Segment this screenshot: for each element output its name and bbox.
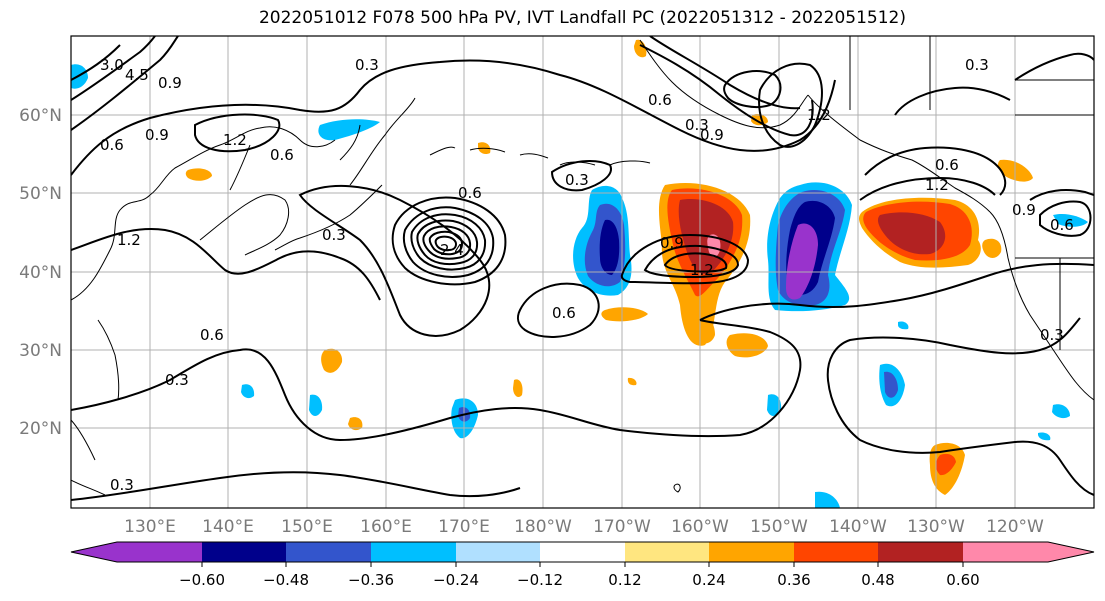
lon-label: 140°E — [202, 517, 254, 537]
colorbar-tick-label: 0.24 — [692, 571, 725, 589]
contour-label: 1.2 — [223, 131, 247, 149]
colorbar-tick-label: 0.36 — [777, 571, 810, 589]
colorbar-outline — [70, 541, 1095, 563]
contour-label: 0.3 — [110, 476, 134, 494]
lon-label: 120°W — [986, 517, 1044, 537]
colorbar-tick-label: 0.60 — [946, 571, 979, 589]
lon-label: 170°W — [593, 517, 651, 537]
colorbar-segment — [202, 542, 286, 562]
contour-label: 0.3 — [322, 226, 346, 244]
contour-label: 0.6 — [1050, 216, 1074, 234]
colorbar-segment — [540, 542, 625, 562]
contour-label: 0.9 — [158, 74, 182, 92]
lon-label: 150°W — [750, 517, 808, 537]
contour-label: 0.9 — [700, 126, 724, 144]
contour-label: 0.6 — [200, 326, 224, 344]
contour-label: 1.2 — [690, 261, 714, 279]
contour-label: 0.9 — [1012, 201, 1036, 219]
lon-label: 150°E — [281, 517, 333, 537]
lon-label: 160°E — [360, 517, 412, 537]
map-border — [70, 35, 1095, 509]
contour-label: 2.4 — [440, 241, 464, 259]
colorbar-segment — [117, 542, 202, 562]
contour-label: 0.3 — [685, 116, 709, 134]
contour-label: 0.9 — [145, 126, 169, 144]
lon-label: 130°W — [907, 517, 965, 537]
contour-label: 0.6 — [648, 91, 672, 109]
map-title: 2022051012 F078 500 hPa PV, IVT Landfall… — [258, 8, 906, 28]
colorbar: −0.60 −0.48 −0.36 −0.24 −0.12 0.12 0.24 … — [70, 541, 1095, 589]
lat-label: 40°N — [19, 263, 62, 283]
colorbar-segment — [709, 542, 794, 562]
colorbar-segment — [878, 542, 963, 562]
contour-label: 1.2 — [807, 106, 831, 124]
colorbar-segment — [456, 542, 540, 562]
colorbar-extend-low — [71, 542, 117, 562]
lon-label: 180°W — [514, 517, 572, 537]
colorbar-tick-label: −0.36 — [348, 571, 394, 589]
colorbar-tick-label: 0.12 — [608, 571, 641, 589]
colorbar-segment — [286, 542, 371, 562]
colorbar-tick-label: −0.12 — [517, 571, 563, 589]
lat-label: 60°N — [19, 106, 62, 126]
coastlines — [71, 36, 1094, 496]
colorbar-segment — [371, 542, 456, 562]
contour-label: 0.3 — [1040, 326, 1064, 344]
contour-label: 0.3 — [355, 56, 379, 74]
contour-label: 0.6 — [270, 146, 294, 164]
colorbar-segment — [794, 542, 878, 562]
lon-label: 140°W — [829, 517, 887, 537]
lat-label: 20°N — [19, 419, 62, 439]
contour-label: 0.6 — [552, 304, 576, 322]
contour-label: 1.2 — [925, 176, 949, 194]
contour-label: 4.5 — [125, 66, 149, 84]
colorbar-tick-label: 0.48 — [861, 571, 894, 589]
contour-label: 0.9 — [660, 234, 684, 252]
contour-label: 0.6 — [935, 156, 959, 174]
shaded-anomalies — [71, 39, 1088, 508]
lon-label: 130°E — [124, 517, 176, 537]
colorbar-tick-label: −0.60 — [179, 571, 225, 589]
lon-label: 160°W — [671, 517, 729, 537]
longitude-labels: 130°E 140°E 150°E 160°E 170°E 180°W 170°… — [124, 517, 1044, 537]
contour-label: 0.6 — [100, 136, 124, 154]
lon-label: 170°E — [438, 517, 490, 537]
colorbar-tick-label: −0.24 — [433, 571, 479, 589]
colorbar-extend-high — [963, 542, 1094, 562]
colorbar-segment — [625, 542, 709, 562]
contour-label: 0.3 — [165, 371, 189, 389]
lat-label: 30°N — [19, 341, 62, 361]
contour-label: 1.2 — [117, 231, 141, 249]
contour-labels: 3.0 4.5 0.9 0.3 1.2 0.6 0.9 0.6 1.2 0.3 … — [100, 56, 1074, 494]
pv-contours — [71, 36, 1094, 501]
contour-label: 0.3 — [565, 171, 589, 189]
contour-label: 3.0 — [100, 56, 124, 74]
contour-label: 0.3 — [965, 56, 989, 74]
contour-label: 0.6 — [458, 184, 482, 202]
lat-label: 50°N — [19, 184, 62, 204]
latitude-labels: 60°N 50°N 40°N 30°N 20°N — [19, 106, 62, 439]
colorbar-tick-label: −0.48 — [263, 571, 309, 589]
